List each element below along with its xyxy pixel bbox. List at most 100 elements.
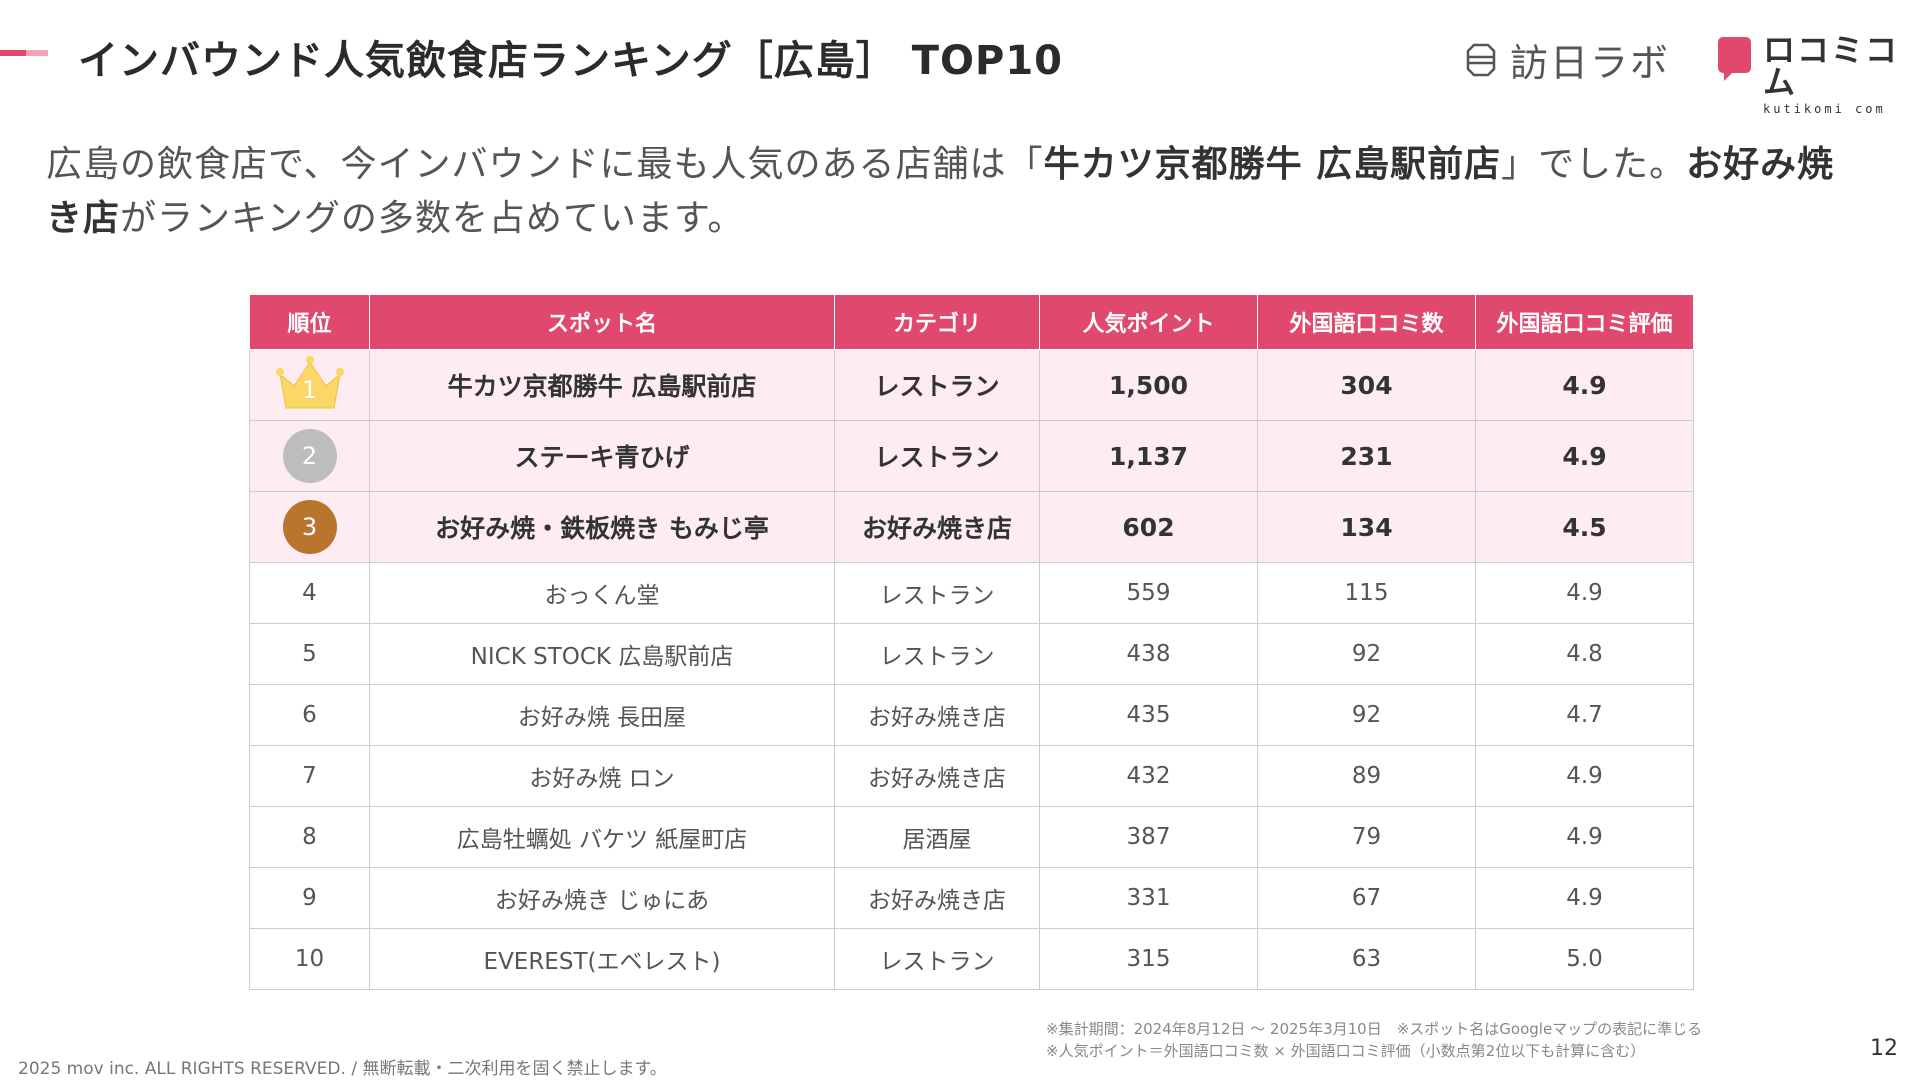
kutikomi-logo-subtext: kutikomi com xyxy=(1763,102,1886,116)
review-count: 63 xyxy=(1257,928,1476,990)
table-row: 7 お好み焼 ロン お好み焼き店 432 89 4.9 xyxy=(249,745,1694,807)
rank-cell: 6 xyxy=(249,684,370,746)
table-row: 8 広島牡蠣処 バケツ 紙屋町店 居酒屋 387 79 4.9 xyxy=(249,806,1694,868)
header-category: カテゴリ xyxy=(834,294,1040,350)
points: 1,500 xyxy=(1039,349,1258,421)
table-row: 5 NICK STOCK 広島駅前店 レストラン 438 92 4.8 xyxy=(249,623,1694,685)
page-number: 12 xyxy=(1870,1036,1898,1061)
review-rating: 4.9 xyxy=(1475,745,1694,807)
category: レストラン xyxy=(834,928,1040,990)
kutikomi-logo-icon xyxy=(1718,37,1752,81)
note-line: ※人気ポイント＝外国語口コミ数 × 外国語口コミ評価（小数点第2位以下も計算に含… xyxy=(1046,1042,1646,1060)
spot-name: 広島牡蠣処 バケツ 紙屋町店 xyxy=(369,806,835,868)
rank-cell: 5 xyxy=(249,623,370,685)
spot-name: ステーキ青ひげ xyxy=(369,420,835,492)
kutikomi-logo: ロコミコム kutikomi com xyxy=(1718,34,1919,116)
table-row: 2 ステーキ青ひげ レストラン 1,137 231 4.9 xyxy=(249,420,1694,492)
accent-bar xyxy=(0,50,26,56)
points: 435 xyxy=(1039,684,1258,746)
rank-cell: 10 xyxy=(249,928,370,990)
rank-cell: 4 xyxy=(249,562,370,624)
table-row: 6 お好み焼 長田屋 お好み焼き店 435 92 4.7 xyxy=(249,684,1694,746)
review-count: 304 xyxy=(1257,349,1476,421)
kutikomi-logo-text: ロコミコム xyxy=(1763,31,1900,101)
points: 559 xyxy=(1039,562,1258,624)
lead-highlight-top-store: 牛カツ京都勝牛 広島駅前店 xyxy=(1043,144,1502,185)
rank-cell: 7 xyxy=(249,745,370,807)
spot-name: EVEREST(エベレスト) xyxy=(369,928,835,990)
review-rating: 4.9 xyxy=(1475,867,1694,929)
header-rank: 順位 xyxy=(249,294,370,350)
spot-name: お好み焼き じゅにあ xyxy=(369,867,835,929)
spot-name: おっくん堂 xyxy=(369,562,835,624)
lead-highlight-category: お好み焼き店 xyxy=(46,144,1835,239)
silver-medal-icon: 2 xyxy=(282,429,337,483)
review-count: 115 xyxy=(1257,562,1476,624)
table-row: 4 おっくん堂 レストラン 559 115 4.9 xyxy=(249,562,1694,624)
points: 438 xyxy=(1039,623,1258,685)
table-row: 1 牛カツ京都勝牛 広島駅前店 レストラン 1,500 304 4.9 xyxy=(249,349,1694,421)
spot-name: お好み焼 ロン xyxy=(369,745,835,807)
hojin-lab-logo-icon xyxy=(1466,43,1496,76)
points: 1,137 xyxy=(1039,420,1258,492)
category: レストラン xyxy=(834,623,1040,685)
category: お好み焼き店 xyxy=(834,684,1040,746)
category: お好み焼き店 xyxy=(834,491,1040,563)
points: 602 xyxy=(1039,491,1258,563)
rank-cell: 3 xyxy=(249,491,370,563)
lead-text: 」でした。 xyxy=(1501,144,1687,185)
review-rating: 4.9 xyxy=(1475,562,1694,624)
rank-cell: 9 xyxy=(249,867,370,929)
hojin-lab-logo: 訪日ラボ xyxy=(1462,32,1670,87)
note-line: ※集計期間：2024年8月12日 〜 2025年3月10日 ※スポット名はGoo… xyxy=(1046,1020,1703,1038)
spot-name: 牛カツ京都勝牛 広島駅前店 xyxy=(369,349,835,421)
category: レストラン xyxy=(834,349,1040,421)
table-row: 3 お好み焼・鉄板焼き もみじ亭 お好み焼き店 602 134 4.5 xyxy=(249,491,1694,563)
review-rating: 4.9 xyxy=(1475,349,1694,421)
review-rating: 4.9 xyxy=(1475,420,1694,492)
table-header-row: 順位 スポット名 カテゴリ 人気ポイント 外国語口コミ数 外国語口コミ評価 xyxy=(249,294,1694,350)
table-row: 10 EVEREST(エベレスト) レストラン 315 63 5.0 xyxy=(249,928,1694,990)
header-review-count: 外国語口コミ数 xyxy=(1257,294,1476,350)
points: 432 xyxy=(1039,745,1258,807)
lead-paragraph: 広島の飲食店で、今インバウンドに最も人気のある店舗は「牛カツ京都勝牛 広島駅前店… xyxy=(46,138,1846,246)
lead-text: 広島の飲食店で、今インバウンドに最も人気のある店舗は「 xyxy=(46,144,1044,185)
copyright: 2025 mov inc. ALL RIGHTS RESERVED. / 無断転… xyxy=(18,1059,667,1079)
review-rating: 5.0 xyxy=(1475,928,1694,990)
category: レストラン xyxy=(834,420,1040,492)
review-rating: 4.9 xyxy=(1475,806,1694,868)
rank-cell: 1 xyxy=(249,349,370,421)
page-title: インバウンド人気飲食店ランキング［広島］ TOP10 xyxy=(78,38,1063,84)
review-rating: 4.5 xyxy=(1475,491,1694,563)
points: 331 xyxy=(1039,867,1258,929)
gold-crown-icon: 1 xyxy=(270,352,350,412)
header-spot-name: スポット名 xyxy=(369,294,835,350)
rank-cell: 8 xyxy=(249,806,370,868)
review-count: 92 xyxy=(1257,684,1476,746)
spot-name: NICK STOCK 広島駅前店 xyxy=(369,623,835,685)
review-count: 89 xyxy=(1257,745,1476,807)
lead-text: がランキングの多数を占めています。 xyxy=(120,198,745,239)
bronze-medal-icon: 3 xyxy=(282,500,337,554)
category: 居酒屋 xyxy=(834,806,1040,868)
hojin-lab-logo-text: 訪日ラボ xyxy=(1510,41,1671,85)
accent-bar-light xyxy=(26,50,48,56)
review-rating: 4.7 xyxy=(1475,684,1694,746)
header-review-rating: 外国語口コミ評価 xyxy=(1475,294,1694,350)
header-points: 人気ポイント xyxy=(1039,294,1258,350)
review-count: 92 xyxy=(1257,623,1476,685)
category: レストラン xyxy=(834,562,1040,624)
review-count: 67 xyxy=(1257,867,1476,929)
spot-name: お好み焼・鉄板焼き もみじ亭 xyxy=(369,491,835,563)
table-row: 9 お好み焼き じゅにあ お好み焼き店 331 67 4.9 xyxy=(249,867,1694,929)
rank-number: 1 xyxy=(301,376,318,404)
review-count: 231 xyxy=(1257,420,1476,492)
review-rating: 4.8 xyxy=(1475,623,1694,685)
category: お好み焼き店 xyxy=(834,867,1040,929)
ranking-table: 順位 スポット名 カテゴリ 人気ポイント 外国語口コミ数 外国語口コミ評価 1 … xyxy=(249,294,1694,990)
points: 387 xyxy=(1039,806,1258,868)
review-count: 79 xyxy=(1257,806,1476,868)
spot-name: お好み焼 長田屋 xyxy=(369,684,835,746)
category: お好み焼き店 xyxy=(834,745,1040,807)
rank-cell: 2 xyxy=(249,420,370,492)
